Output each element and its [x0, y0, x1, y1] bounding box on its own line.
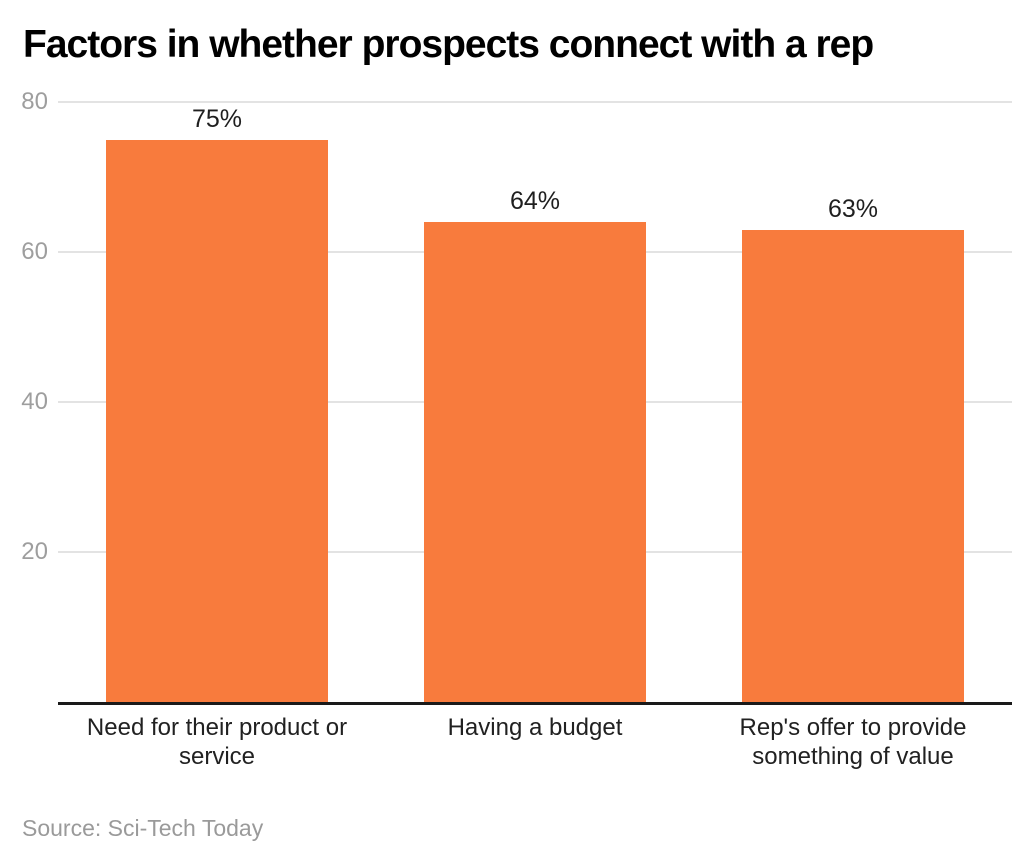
x-axis-category-label: Rep's offer to provide something of valu… [739, 714, 967, 770]
plot-area: 20 40 60 80 75% 64% 63% [21, 88, 1012, 705]
gridline [58, 101, 1012, 103]
x-axis-labels: Need for their product or service Having … [58, 713, 1012, 783]
y-axis-tick-label: 20 [21, 538, 48, 565]
chart-title: Factors in whether prospects connect wit… [23, 23, 874, 66]
bar [106, 139, 328, 702]
y-axis-tick-label: 80 [21, 88, 48, 115]
bar [424, 222, 646, 702]
bar-value-label: 75% [191, 104, 243, 133]
source-note: Source: Sci-Tech Today [22, 815, 264, 841]
bar [742, 229, 964, 702]
bar-value-label: 63% [827, 194, 879, 223]
y-axis-tick-label: 60 [21, 238, 48, 265]
y-axis-tick-label: 40 [21, 388, 48, 415]
x-axis-category-label: Having a budget [447, 714, 623, 741]
x-axis-line [58, 702, 1012, 705]
x-axis-category-label: Need for their product or service [86, 714, 348, 770]
bar-value-label: 64% [509, 187, 561, 215]
